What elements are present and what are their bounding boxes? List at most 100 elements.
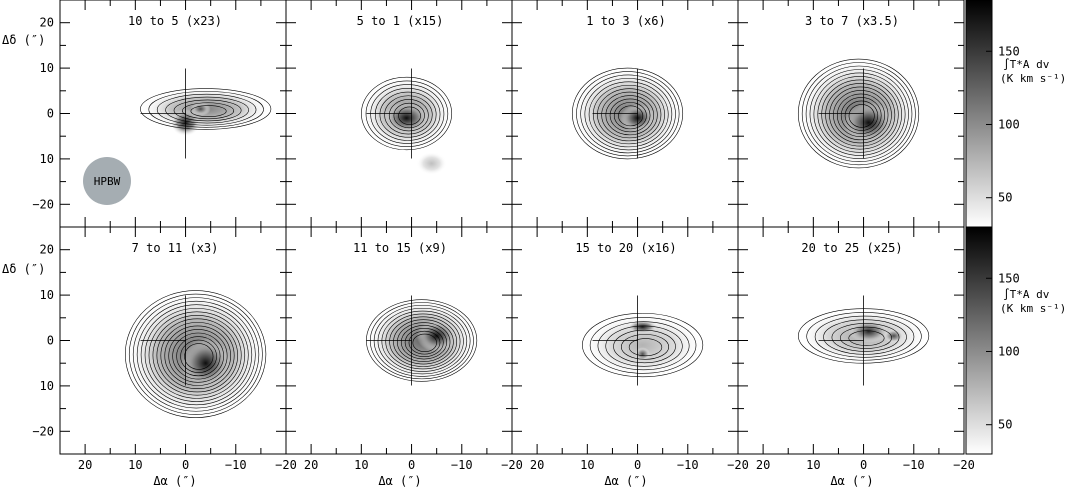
colorbar-label-top-line2: (K km s⁻¹) xyxy=(1000,72,1066,85)
panel-title-8: 20 to 25 (x25) xyxy=(801,241,902,255)
contour-line xyxy=(393,319,454,365)
x-tick-label: −20 xyxy=(275,458,297,472)
emission-blob xyxy=(848,320,889,343)
contour-line xyxy=(621,334,669,360)
contour-line xyxy=(148,91,264,128)
x-tick-label: −20 xyxy=(727,458,749,472)
contour-line xyxy=(173,99,242,122)
contour-line xyxy=(377,307,468,375)
x-tick-label: 20 xyxy=(304,458,318,472)
x-tick-label: −10 xyxy=(451,458,473,472)
contour-line xyxy=(400,325,447,360)
panel-title-6: 11 to 15 (x9) xyxy=(353,241,447,255)
panel-map-7 xyxy=(582,295,704,386)
contour-line xyxy=(144,307,249,402)
contour-line xyxy=(156,93,257,126)
contour-line xyxy=(840,97,882,134)
colorbars-layer: 50 100 150 50 100 150 xyxy=(965,0,1020,455)
contour-line xyxy=(412,333,437,352)
x-tick-label: −10 xyxy=(225,458,247,472)
x-tick-label: 10 xyxy=(354,458,368,472)
contour-line xyxy=(580,74,676,154)
contour-line xyxy=(605,95,655,136)
contour-line xyxy=(817,76,903,153)
panel-map-1 xyxy=(140,68,272,159)
contour-line xyxy=(806,312,922,361)
contour-line xyxy=(374,88,441,141)
contour-line xyxy=(385,313,461,370)
contour-line xyxy=(156,318,239,393)
x-tick-label: 0 xyxy=(182,458,189,472)
contour-line xyxy=(393,102,425,129)
contour-line xyxy=(361,76,453,151)
x-tick-label: 0 xyxy=(860,458,867,472)
emission-blob xyxy=(582,313,703,377)
contour-line xyxy=(370,84,445,144)
contour-line xyxy=(388,99,429,132)
contour-line xyxy=(601,91,658,139)
x-tick-label: 10 xyxy=(128,458,142,472)
y-tick-label: 0 xyxy=(47,107,54,121)
emission-blob xyxy=(180,338,231,389)
contour-line xyxy=(588,81,669,148)
contour-line xyxy=(836,93,885,138)
contour-line xyxy=(801,62,916,166)
y-tick-label: −20 xyxy=(32,424,54,438)
contour-line xyxy=(609,98,651,133)
contour-line xyxy=(182,102,235,120)
contour-line xyxy=(128,293,263,415)
colorbar-tick-label: 100 xyxy=(998,344,1020,358)
x-axis-label-1: Δα (″) xyxy=(153,474,196,488)
contour-line xyxy=(597,321,690,371)
contour-line xyxy=(408,330,441,355)
contour-line xyxy=(821,79,899,150)
x-tick-label: 20 xyxy=(530,458,544,472)
y-tick-label: 10 xyxy=(40,61,54,75)
contour-line xyxy=(825,83,896,147)
contour-line xyxy=(168,329,228,383)
y-tick-label: 10 xyxy=(40,152,54,166)
x-tick-label: 0 xyxy=(634,458,641,472)
contour-line xyxy=(397,322,451,362)
colorbar-label-bottom-line1: ∫T*A dv xyxy=(1003,288,1050,301)
panel-map-8 xyxy=(797,295,930,386)
x-tick-label: −20 xyxy=(953,458,975,472)
x-tick-label: 20 xyxy=(78,458,92,472)
colorbar-tick-label: 50 xyxy=(998,191,1012,205)
contour-line xyxy=(592,84,665,145)
panel-title-5: 7 to 11 (x3) xyxy=(132,241,219,255)
y-axis-label-bottom: Δδ (″) xyxy=(2,262,45,276)
emission-blob xyxy=(416,152,447,175)
contour-line xyxy=(398,106,421,125)
contour-line xyxy=(848,330,885,346)
contour-line xyxy=(829,86,892,144)
contour-line xyxy=(576,71,680,157)
contour-line xyxy=(152,315,242,396)
panel-title-7: 15 to 20 (x16) xyxy=(575,241,676,255)
emission-blob xyxy=(635,347,651,361)
contour-line xyxy=(140,88,272,130)
contour-line xyxy=(589,317,697,374)
colorbar-top xyxy=(965,0,993,228)
contour-line xyxy=(136,300,256,409)
contour-line xyxy=(605,325,683,367)
colorbar-tick-label: 150 xyxy=(998,271,1020,285)
x-tick-label: 10 xyxy=(806,458,820,472)
contour-line xyxy=(833,90,889,141)
panel-title-1: 10 to 5 (x23) xyxy=(128,14,222,28)
x-tick-label: 20 xyxy=(756,458,770,472)
contour-line xyxy=(840,326,892,349)
y-tick-label: 20 xyxy=(40,16,54,30)
contour-line xyxy=(613,102,647,130)
contour-line xyxy=(190,105,227,117)
contour-line xyxy=(597,88,662,142)
contour-line xyxy=(184,343,214,370)
contour-line xyxy=(384,95,433,135)
panel-map-6 xyxy=(366,295,478,386)
contour-line xyxy=(571,67,684,160)
x-tick-label: −10 xyxy=(677,458,699,472)
contour-line xyxy=(813,72,906,156)
contour-line xyxy=(831,323,900,352)
contour-line xyxy=(365,80,449,147)
contour-line xyxy=(582,312,704,378)
